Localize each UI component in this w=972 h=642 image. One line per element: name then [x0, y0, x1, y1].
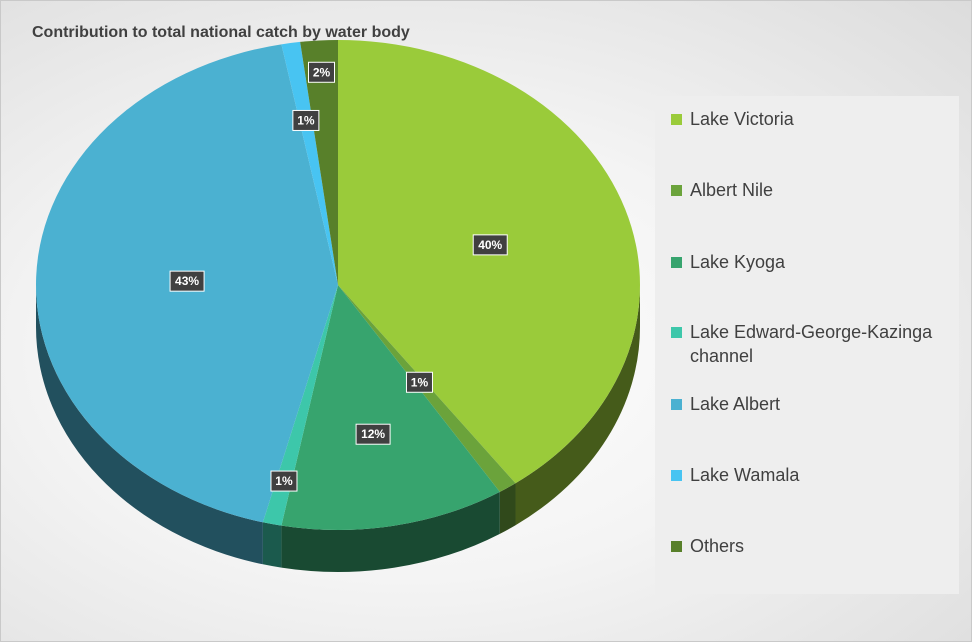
- slice-data-label: 1%: [405, 371, 433, 393]
- legend-item: Lake Wamala: [671, 463, 799, 487]
- legend-swatch: [671, 327, 682, 338]
- legend: Lake Victoria Albert Nile Lake Kyoga Lak…: [655, 96, 959, 594]
- slice-side: [515, 285, 640, 526]
- legend-label: Lake Kyoga: [690, 252, 786, 272]
- slice-data-label: 12%: [355, 423, 391, 445]
- slice-side: [281, 491, 500, 573]
- data-label-text: 1%: [297, 113, 315, 127]
- chart-title: Contribution to total national catch by …: [32, 24, 410, 41]
- data-label-box: [308, 61, 336, 83]
- data-label-box: [292, 109, 320, 131]
- slice-data-label: 40%: [472, 234, 508, 256]
- slice-data-label: 1%: [292, 109, 320, 131]
- data-label-text: 43%: [175, 274, 199, 288]
- legend-swatch: [671, 470, 682, 481]
- data-label-box: [270, 470, 298, 492]
- legend-item: Lake Victoria: [671, 107, 794, 131]
- slice-side: [499, 483, 516, 534]
- legend-label: Lake Edward-George-Kazinga channel: [690, 322, 933, 366]
- data-label-text: 1%: [411, 375, 429, 389]
- legend-label: Lake Victoria: [690, 109, 794, 129]
- legend-swatch: [671, 399, 682, 410]
- pie-slice: [338, 40, 640, 484]
- legend-item: Lake Albert: [671, 392, 780, 416]
- legend-label: Others: [690, 536, 745, 556]
- legend-label: Albert Nile: [690, 180, 774, 200]
- legend-swatch: [671, 114, 682, 125]
- legend-item: Others: [671, 534, 744, 558]
- pie-slice: [281, 41, 338, 285]
- pie-slices: [36, 40, 640, 530]
- legend-label: Lake Wamala: [690, 465, 800, 485]
- pie-labels: 40% 1% 12% 1% 43% 1% 2%: [169, 61, 508, 492]
- legend-swatch: [671, 541, 682, 552]
- legend-item: Lake Edward-George-Kazinga channel: [671, 320, 951, 368]
- pie-depth: [36, 285, 640, 573]
- data-label-text: 40%: [478, 238, 502, 252]
- slice-side: [262, 522, 282, 568]
- legend-label: Lake Albert: [690, 394, 781, 414]
- slice-side: [36, 285, 263, 565]
- slice-data-label: 2%: [308, 61, 336, 83]
- legend-item: Albert Nile: [671, 178, 773, 202]
- legend-swatch: [671, 185, 682, 196]
- legend-item: Lake Kyoga: [671, 250, 785, 274]
- slice-data-label: 43%: [169, 270, 205, 292]
- data-label-text: 2%: [313, 65, 331, 79]
- legend-swatch: [671, 257, 682, 268]
- data-label-box: [472, 234, 508, 256]
- pie-slice: [281, 285, 500, 530]
- pie-slice: [300, 40, 338, 285]
- pie-slice: [262, 285, 338, 526]
- data-label-box: [169, 270, 205, 292]
- data-label-box: [355, 423, 391, 445]
- slice-data-label: 1%: [270, 470, 298, 492]
- data-label-text: 1%: [275, 474, 293, 488]
- data-label-text: 12%: [361, 427, 385, 441]
- data-label-box: [405, 371, 433, 393]
